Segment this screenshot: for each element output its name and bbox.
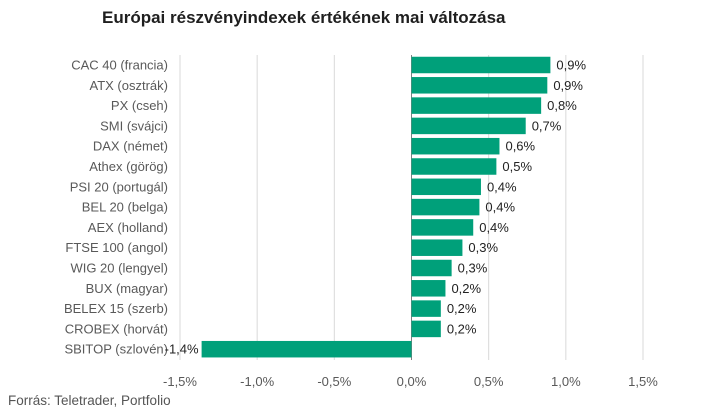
category-label: CROBEX (horvát) bbox=[65, 321, 168, 336]
value-label: 0,2% bbox=[451, 281, 481, 296]
bar bbox=[411, 77, 548, 94]
bar bbox=[411, 97, 542, 114]
value-label: 0,4% bbox=[479, 220, 509, 235]
value-label: 0,4% bbox=[487, 179, 517, 194]
value-label: 0,2% bbox=[447, 301, 477, 316]
x-tick-label: 0,0% bbox=[397, 374, 427, 389]
value-label: 0,7% bbox=[532, 118, 562, 133]
value-label: -1,4% bbox=[165, 342, 199, 357]
bar bbox=[411, 320, 441, 338]
value-label: 0,3% bbox=[458, 261, 488, 276]
x-tick-label: -1,0% bbox=[240, 374, 274, 389]
bar bbox=[411, 117, 526, 135]
x-tick-label: 1,5% bbox=[628, 374, 658, 389]
bar bbox=[411, 280, 446, 297]
category-label: SMI (svájci) bbox=[100, 118, 168, 133]
category-label: BEL 20 (belga) bbox=[82, 200, 168, 215]
x-tick-label: 0,5% bbox=[474, 374, 504, 389]
category-label: Athex (görög) bbox=[89, 159, 168, 174]
bar bbox=[411, 259, 452, 277]
bar bbox=[411, 198, 480, 216]
value-label: 0,4% bbox=[485, 200, 515, 215]
category-label: PSI 20 (portugál) bbox=[70, 179, 168, 194]
value-label: 0,5% bbox=[502, 159, 532, 174]
value-label: 0,9% bbox=[556, 58, 586, 73]
category-label: CAC 40 (francia) bbox=[71, 58, 168, 73]
bar bbox=[201, 340, 412, 358]
value-label: 0,6% bbox=[505, 139, 535, 154]
category-label: BELEX 15 (szerb) bbox=[64, 301, 168, 316]
bar bbox=[411, 56, 551, 74]
value-label: 0,3% bbox=[468, 240, 498, 255]
category-label: PX (cseh) bbox=[111, 98, 168, 113]
category-label: SBITOP (szlovén) bbox=[64, 342, 168, 357]
category-label: DAX (német) bbox=[93, 139, 168, 154]
category-label: ATX (osztrák) bbox=[90, 78, 169, 93]
source-note: Forrás: Teletrader, Portfolio bbox=[8, 393, 171, 408]
value-label: 0,2% bbox=[447, 321, 477, 336]
x-tick-label: -1,5% bbox=[163, 374, 197, 389]
bar bbox=[411, 137, 500, 155]
category-label: FTSE 100 (angol) bbox=[65, 240, 168, 255]
chart-title: Európai részvényindexek értékének mai vá… bbox=[102, 8, 506, 27]
category-label: AEX (holland) bbox=[88, 220, 168, 235]
bar bbox=[411, 178, 481, 196]
value-label: 0,9% bbox=[553, 78, 583, 93]
value-label: 0,8% bbox=[547, 98, 577, 113]
bar bbox=[411, 219, 474, 236]
category-label: BUX (magyar) bbox=[86, 281, 168, 296]
bar bbox=[411, 158, 497, 175]
x-tick-label: 1,0% bbox=[551, 374, 581, 389]
bar bbox=[411, 239, 463, 256]
bar bbox=[411, 300, 441, 317]
category-label: WIG 20 (lengyel) bbox=[70, 261, 168, 276]
x-tick-label: -0,5% bbox=[317, 374, 351, 389]
